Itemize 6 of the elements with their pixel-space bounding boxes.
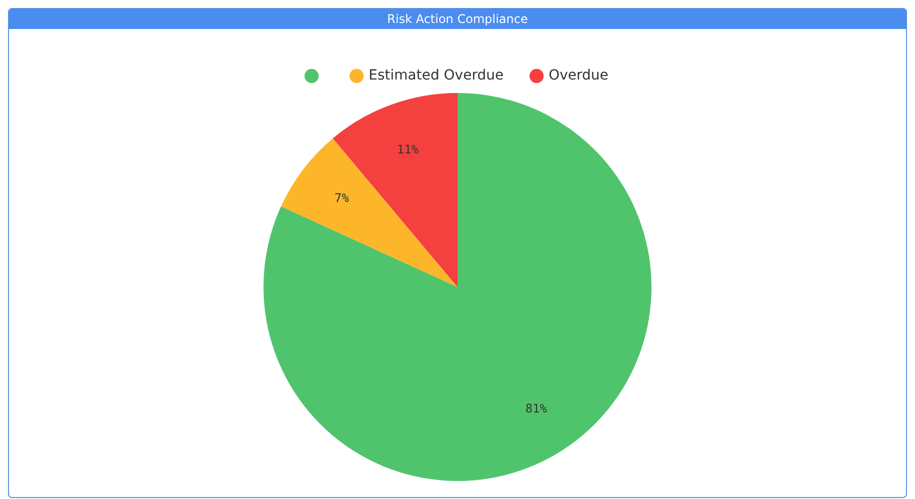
data-label: 11% [396,142,420,156]
legend-label: Overdue [548,68,608,84]
data-label: 81% [525,402,548,416]
data-label: 7% [334,191,350,206]
chart-title: Risk Action Compliance [9,9,906,29]
legend-label: Estimated Overdue [368,68,504,84]
